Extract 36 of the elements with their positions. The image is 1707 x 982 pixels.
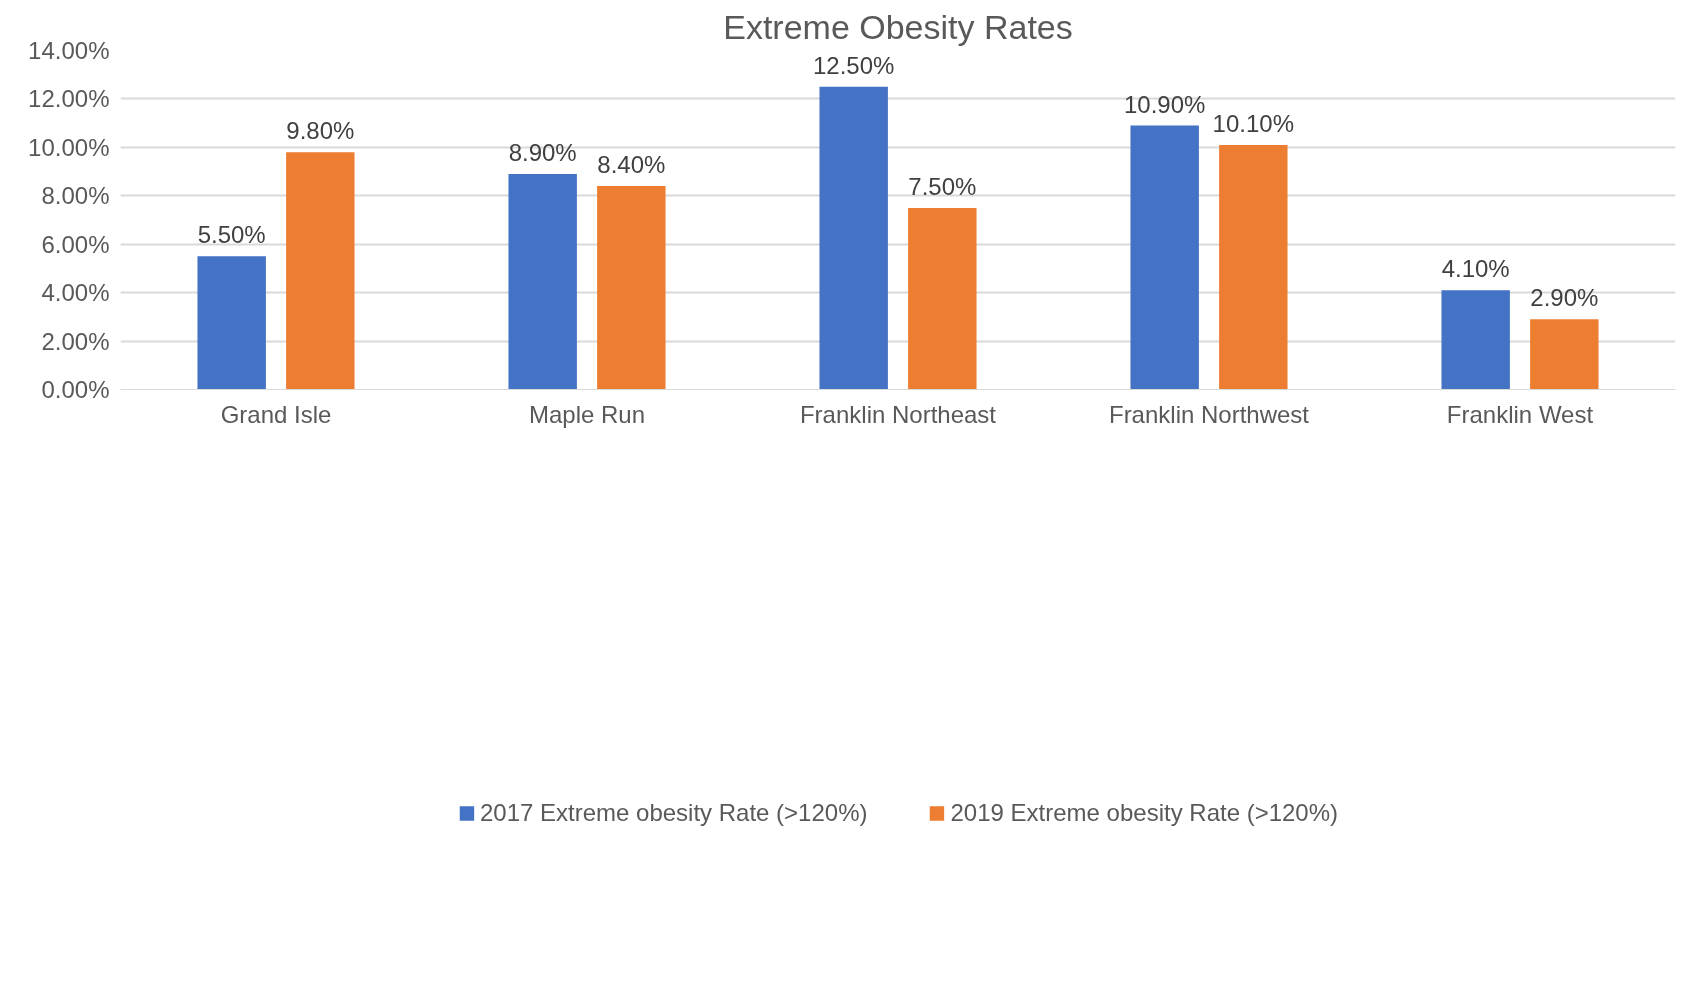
y-tick-label: 0.00% — [41, 376, 110, 403]
data-label: 4.10% — [1441, 255, 1510, 283]
bar — [1530, 319, 1599, 390]
bar — [1130, 125, 1199, 390]
bar — [197, 256, 266, 390]
x-tick-label: Grand Isle — [220, 400, 332, 428]
y-tick-label: 10.00% — [28, 133, 110, 161]
y-tick-label: 2.00% — [41, 327, 110, 355]
data-label: 10.90% — [1123, 90, 1206, 118]
bar — [508, 173, 577, 390]
y-tick-label: 6.00% — [41, 230, 110, 258]
chart-title: Extreme Obesity Rates — [723, 7, 1073, 46]
data-label: 5.50% — [197, 221, 266, 249]
y-tick-label: 12.00% — [28, 85, 110, 113]
bar — [1219, 144, 1288, 390]
y-tick-label: 8.00% — [41, 182, 110, 210]
bar — [597, 186, 666, 390]
x-tick-label: Maple Run — [528, 400, 646, 428]
x-tick-label: Franklin West — [1446, 400, 1594, 428]
y-tick-label: 4.00% — [41, 279, 110, 307]
y-tick-label: 14.00% — [28, 37, 110, 64]
data-label: 2.90% — [1530, 284, 1599, 312]
legend-label: 2017 Extreme obesity Rate (>120%) — [479, 799, 868, 827]
data-label: 7.50% — [908, 172, 977, 200]
data-label: 8.40% — [597, 151, 666, 179]
bar — [286, 152, 355, 390]
data-label: 12.50% — [812, 51, 895, 79]
bar — [819, 86, 888, 390]
data-label: 9.80% — [286, 117, 355, 145]
legend-label: 2019 Extreme obesity Rate (>120%) — [950, 799, 1339, 827]
x-tick-label: Franklin Northwest — [1108, 400, 1310, 428]
data-label: 8.90% — [508, 138, 577, 166]
bar — [1441, 290, 1510, 390]
bar — [908, 207, 977, 390]
x-tick-label: Franklin Northeast — [799, 400, 997, 428]
data-label: 10.10% — [1212, 109, 1295, 137]
